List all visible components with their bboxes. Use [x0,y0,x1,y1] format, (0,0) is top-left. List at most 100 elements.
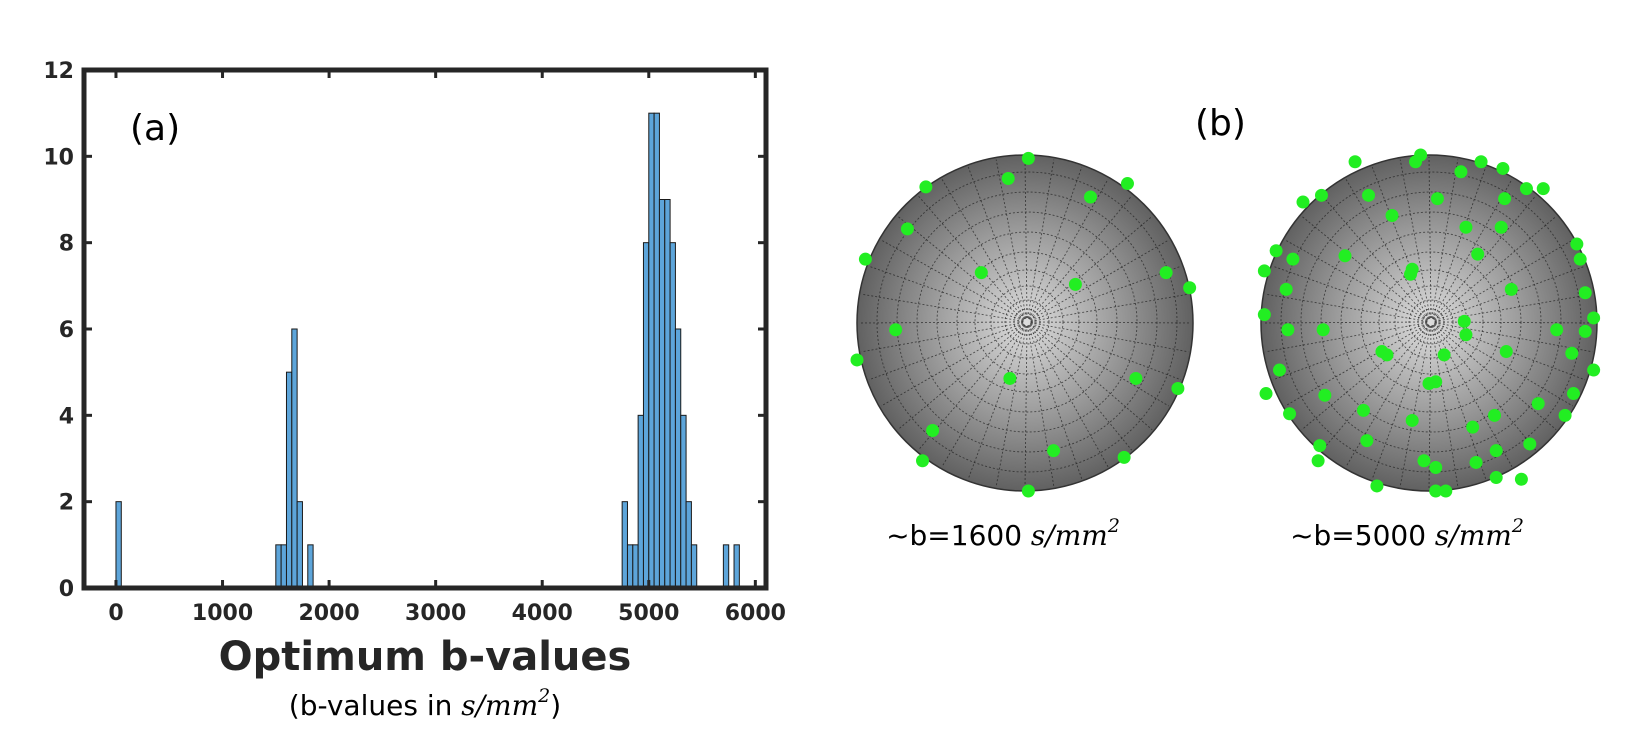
direction-point [1519,182,1533,196]
spheres-panel: (b) ~b=1600 s/mm2 ~b=5000 s/mm2 [850,103,1601,552]
x-tick-label: 4000 [512,601,573,626]
sphere-grid-ring [916,211,1138,433]
histogram-bar [280,544,287,589]
sphere-label-exponent: 2 [1107,515,1120,537]
direction-point [900,222,914,236]
sphere-label-b1600: ~b=1600 s/mm2 [886,515,1120,552]
x-tick-label: 0 [108,601,123,626]
sphere-grid-meridian [1285,323,1428,407]
direction-point [1430,192,1444,206]
histogram-bar [669,242,676,589]
histogram-bar [653,112,660,589]
direction-point [1469,455,1483,469]
histogram-bar [664,199,671,589]
sphere-grid-meridian [1434,293,1593,322]
sphere-b1600 [850,151,1197,498]
sphere-grid-meridian [995,325,1027,487]
direction-point [1001,172,1015,186]
direction-point [1587,311,1601,325]
sphere-grid-meridian [1399,159,1431,319]
direction-point [1385,208,1399,222]
sphere-label-b5000: ~b=5000 s/mm2 [1290,515,1524,552]
direction-point [1338,249,1352,263]
histogram-bar [621,501,628,589]
sphere-b5000 [1257,148,1601,498]
y-axis-ticks: 0 2 4 6 8 10 12 [43,59,766,602]
sphere-grid-meridian [1285,239,1428,321]
sphere-grid-meridian [1029,324,1153,431]
sphere-grid-meridian [1371,166,1431,319]
sphere-grid-meridian [1431,166,1487,319]
sphere-grid-meridian [1433,195,1537,320]
sphere-grid-meridian [1434,322,1593,353]
histogram-bar [722,544,730,589]
axes-box [81,67,769,591]
histogram-bar [637,414,644,589]
direction-point [1578,324,1592,338]
sphere-grid-meridian [1030,293,1189,322]
sphere-grid-meridian [1345,325,1430,467]
direction-point [1120,177,1134,191]
direction-point [1422,376,1436,390]
sphere-grid-meridian [1030,321,1192,324]
sphere-grid-meridian [1028,179,1109,319]
units-prefix: (b-values in [289,689,461,722]
sphere-grid-meridian [1321,195,1429,320]
x-axis-ticks: 0 1000 2000 3000 4000 5000 6000 [108,70,786,626]
histogram-bar [275,544,282,589]
histogram-bar [642,242,650,589]
sphere-grid-meridian [1027,325,1083,480]
direction-point [1489,471,1503,485]
direction-point [1474,155,1488,169]
direction-point [1159,266,1173,280]
sphere-grid-meridian [1301,324,1429,431]
histogram-bar [680,414,687,589]
direction-point [1348,155,1362,169]
direction-point [1587,363,1601,377]
sphere-grid-meridian [1431,325,1459,487]
direction-point [1272,363,1286,377]
direction-point [1296,195,1310,209]
direction-point [916,454,930,468]
direction-point [1259,387,1273,401]
x-axis-units: (b-values in s/mm2) [289,685,561,722]
direction-point [889,323,903,337]
sphere-grid-meridian [1431,325,1487,480]
units-suffix: ) [550,689,561,722]
y-tick-label: 2 [59,491,74,516]
sphere-grid-meridian [1272,265,1428,322]
sphere-grid-ring [1300,191,1562,453]
direction-point [1459,220,1473,234]
sphere-grid-meridian [1345,179,1430,319]
histogram-bar [626,544,634,589]
sphere-grid-ring [1320,211,1542,433]
direction-point [1565,346,1579,360]
histogram-bar [658,199,666,589]
x-axis-label: Optimum b-values [219,634,632,680]
sphere-grid-meridian [1321,324,1429,451]
sphere-grid-ring [1340,231,1522,413]
direction-point [1360,434,1374,448]
panel-label-a: (a) [130,108,180,149]
x-tick-label: 5000 [618,601,679,626]
direction-point [1496,161,1510,175]
y-tick-label: 6 [59,318,74,343]
direction-point [850,353,864,367]
y-tick-label: 0 [59,577,74,602]
direction-point [1457,314,1471,328]
sphere-grid-ring [1422,313,1440,331]
x-tick-label: 3000 [405,601,466,626]
direction-point [1437,348,1451,362]
sphere-grid-meridian [1030,265,1182,322]
direction-point [1514,472,1528,486]
direction-point [1558,408,1572,422]
sphere-grid-meridian [1262,321,1428,324]
direction-point [1257,308,1271,322]
sphere-grid-meridian [1433,215,1557,320]
direction-point [858,252,872,266]
histogram-bar [296,501,303,589]
sphere-grid-meridian [1029,324,1133,451]
histogram-bar [674,328,682,589]
units-math: s/mm [461,689,538,722]
